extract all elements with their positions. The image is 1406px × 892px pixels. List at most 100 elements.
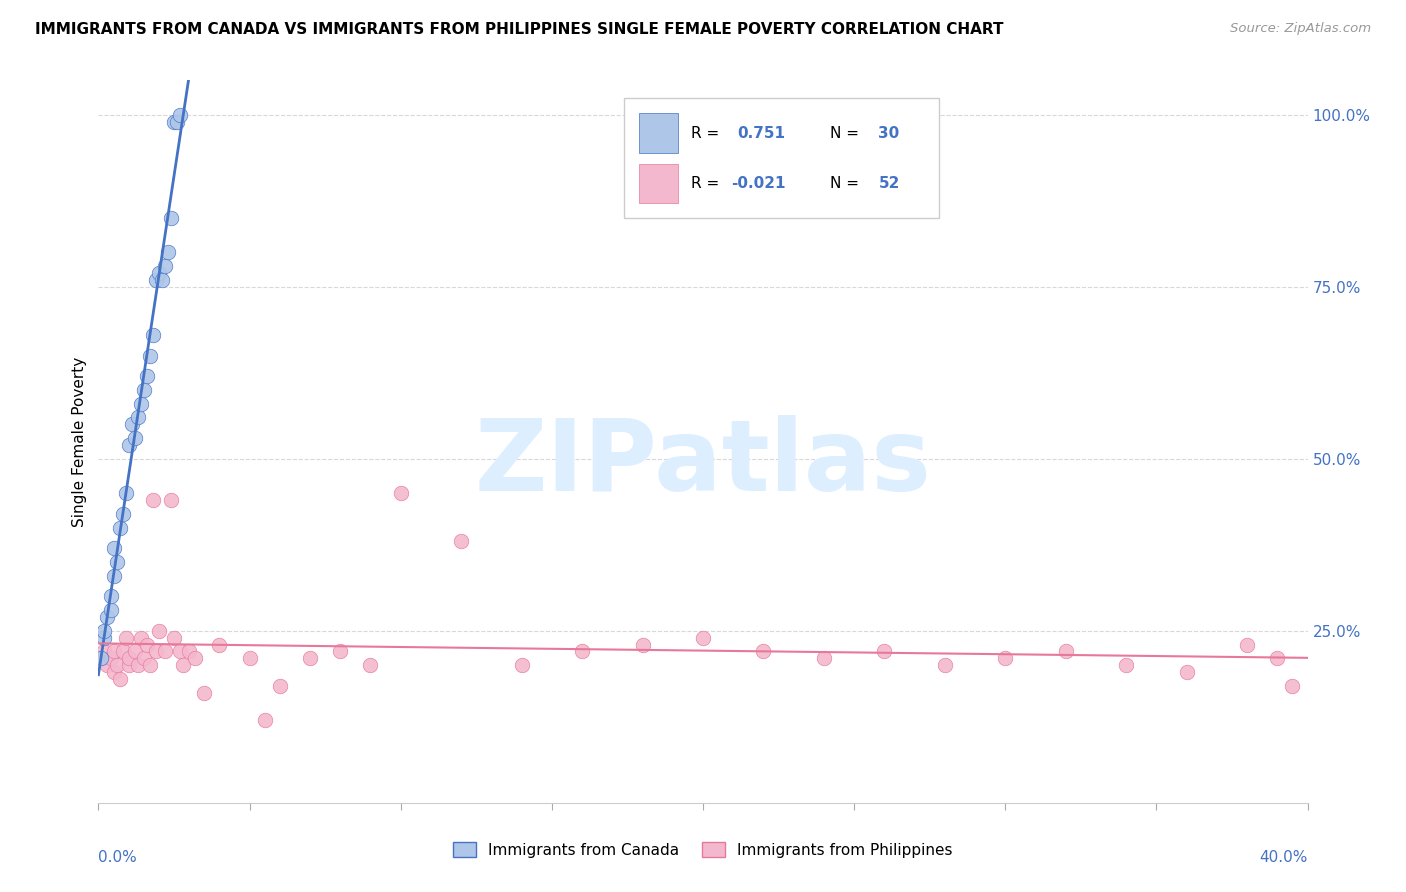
Point: [108, 520, 131, 534]
Legend: Immigrants from Canada, Immigrants from Philippines: Immigrants from Canada, Immigrants from …: [447, 836, 959, 863]
Text: R =: R =: [690, 126, 718, 141]
Point: [153, 644, 176, 658]
Point: [1267, 651, 1289, 665]
Text: 52: 52: [879, 176, 900, 191]
Point: [121, 417, 143, 432]
Y-axis label: Single Female Poverty: Single Female Poverty: [72, 357, 87, 526]
Point: [96, 658, 118, 673]
Text: 40.0%: 40.0%: [1260, 850, 1308, 864]
Point: [114, 631, 136, 645]
Point: [163, 114, 186, 128]
Point: [118, 651, 141, 665]
Point: [100, 590, 122, 604]
Point: [111, 644, 134, 658]
Point: [103, 665, 125, 679]
Point: [169, 108, 191, 122]
Point: [692, 631, 714, 645]
Point: [631, 638, 654, 652]
Point: [160, 493, 183, 508]
Point: [1236, 638, 1258, 652]
Point: [1054, 644, 1077, 658]
Point: [163, 631, 186, 645]
Point: [103, 568, 125, 582]
Text: 0.751: 0.751: [737, 126, 785, 141]
Point: [389, 486, 412, 500]
Point: [269, 679, 291, 693]
Point: [142, 493, 165, 508]
Point: [510, 658, 533, 673]
Point: [873, 644, 896, 658]
Text: -0.021: -0.021: [731, 176, 786, 191]
Point: [118, 658, 141, 673]
Point: [93, 631, 115, 645]
Text: ZIPatlas: ZIPatlas: [475, 415, 931, 512]
Point: [135, 638, 157, 652]
Point: [1175, 665, 1198, 679]
Point: [111, 507, 134, 521]
Point: [105, 555, 128, 569]
Point: [129, 631, 152, 645]
Text: Source: ZipAtlas.com: Source: ZipAtlas.com: [1230, 22, 1371, 36]
Point: [153, 259, 176, 273]
Point: [934, 658, 956, 673]
Text: N =: N =: [830, 176, 859, 191]
Point: [114, 486, 136, 500]
Text: R =: R =: [690, 176, 718, 191]
Point: [450, 534, 472, 549]
Point: [193, 686, 215, 700]
Point: [172, 658, 194, 673]
Point: [160, 211, 183, 225]
Point: [208, 638, 231, 652]
FancyBboxPatch shape: [624, 98, 939, 218]
Point: [103, 644, 125, 658]
Point: [100, 651, 122, 665]
Point: [145, 273, 167, 287]
Point: [148, 624, 170, 638]
Point: [103, 541, 125, 556]
Point: [100, 603, 122, 617]
Point: [169, 644, 191, 658]
Point: [129, 397, 152, 411]
Point: [132, 383, 155, 397]
Point: [124, 431, 146, 445]
Point: [93, 624, 115, 638]
Point: [145, 644, 167, 658]
Point: [571, 644, 593, 658]
Point: [148, 266, 170, 280]
Point: [139, 349, 162, 363]
Point: [118, 438, 141, 452]
Point: [239, 651, 262, 665]
Point: [1115, 658, 1137, 673]
Point: [142, 327, 165, 342]
Text: N =: N =: [830, 126, 859, 141]
Point: [752, 644, 775, 658]
Point: [329, 644, 352, 658]
Point: [813, 651, 835, 665]
Point: [127, 410, 149, 425]
Point: [1281, 679, 1303, 693]
Point: [90, 651, 112, 665]
Point: [156, 245, 179, 260]
Point: [135, 369, 157, 384]
FancyBboxPatch shape: [638, 113, 678, 153]
Point: [139, 658, 162, 673]
Point: [124, 644, 146, 658]
Point: [179, 644, 201, 658]
Text: IMMIGRANTS FROM CANADA VS IMMIGRANTS FROM PHILIPPINES SINGLE FEMALE POVERTY CORR: IMMIGRANTS FROM CANADA VS IMMIGRANTS FRO…: [35, 22, 1004, 37]
Point: [105, 658, 128, 673]
Point: [132, 651, 155, 665]
Point: [150, 273, 173, 287]
Point: [360, 658, 382, 673]
Point: [127, 658, 149, 673]
FancyBboxPatch shape: [638, 164, 678, 203]
Point: [299, 651, 322, 665]
Point: [108, 672, 131, 686]
Point: [166, 114, 188, 128]
Point: [93, 644, 115, 658]
Text: 0.0%: 0.0%: [98, 850, 138, 864]
Point: [96, 610, 118, 624]
Text: 30: 30: [879, 126, 900, 141]
Point: [994, 651, 1017, 665]
Point: [253, 713, 276, 727]
Point: [184, 651, 207, 665]
